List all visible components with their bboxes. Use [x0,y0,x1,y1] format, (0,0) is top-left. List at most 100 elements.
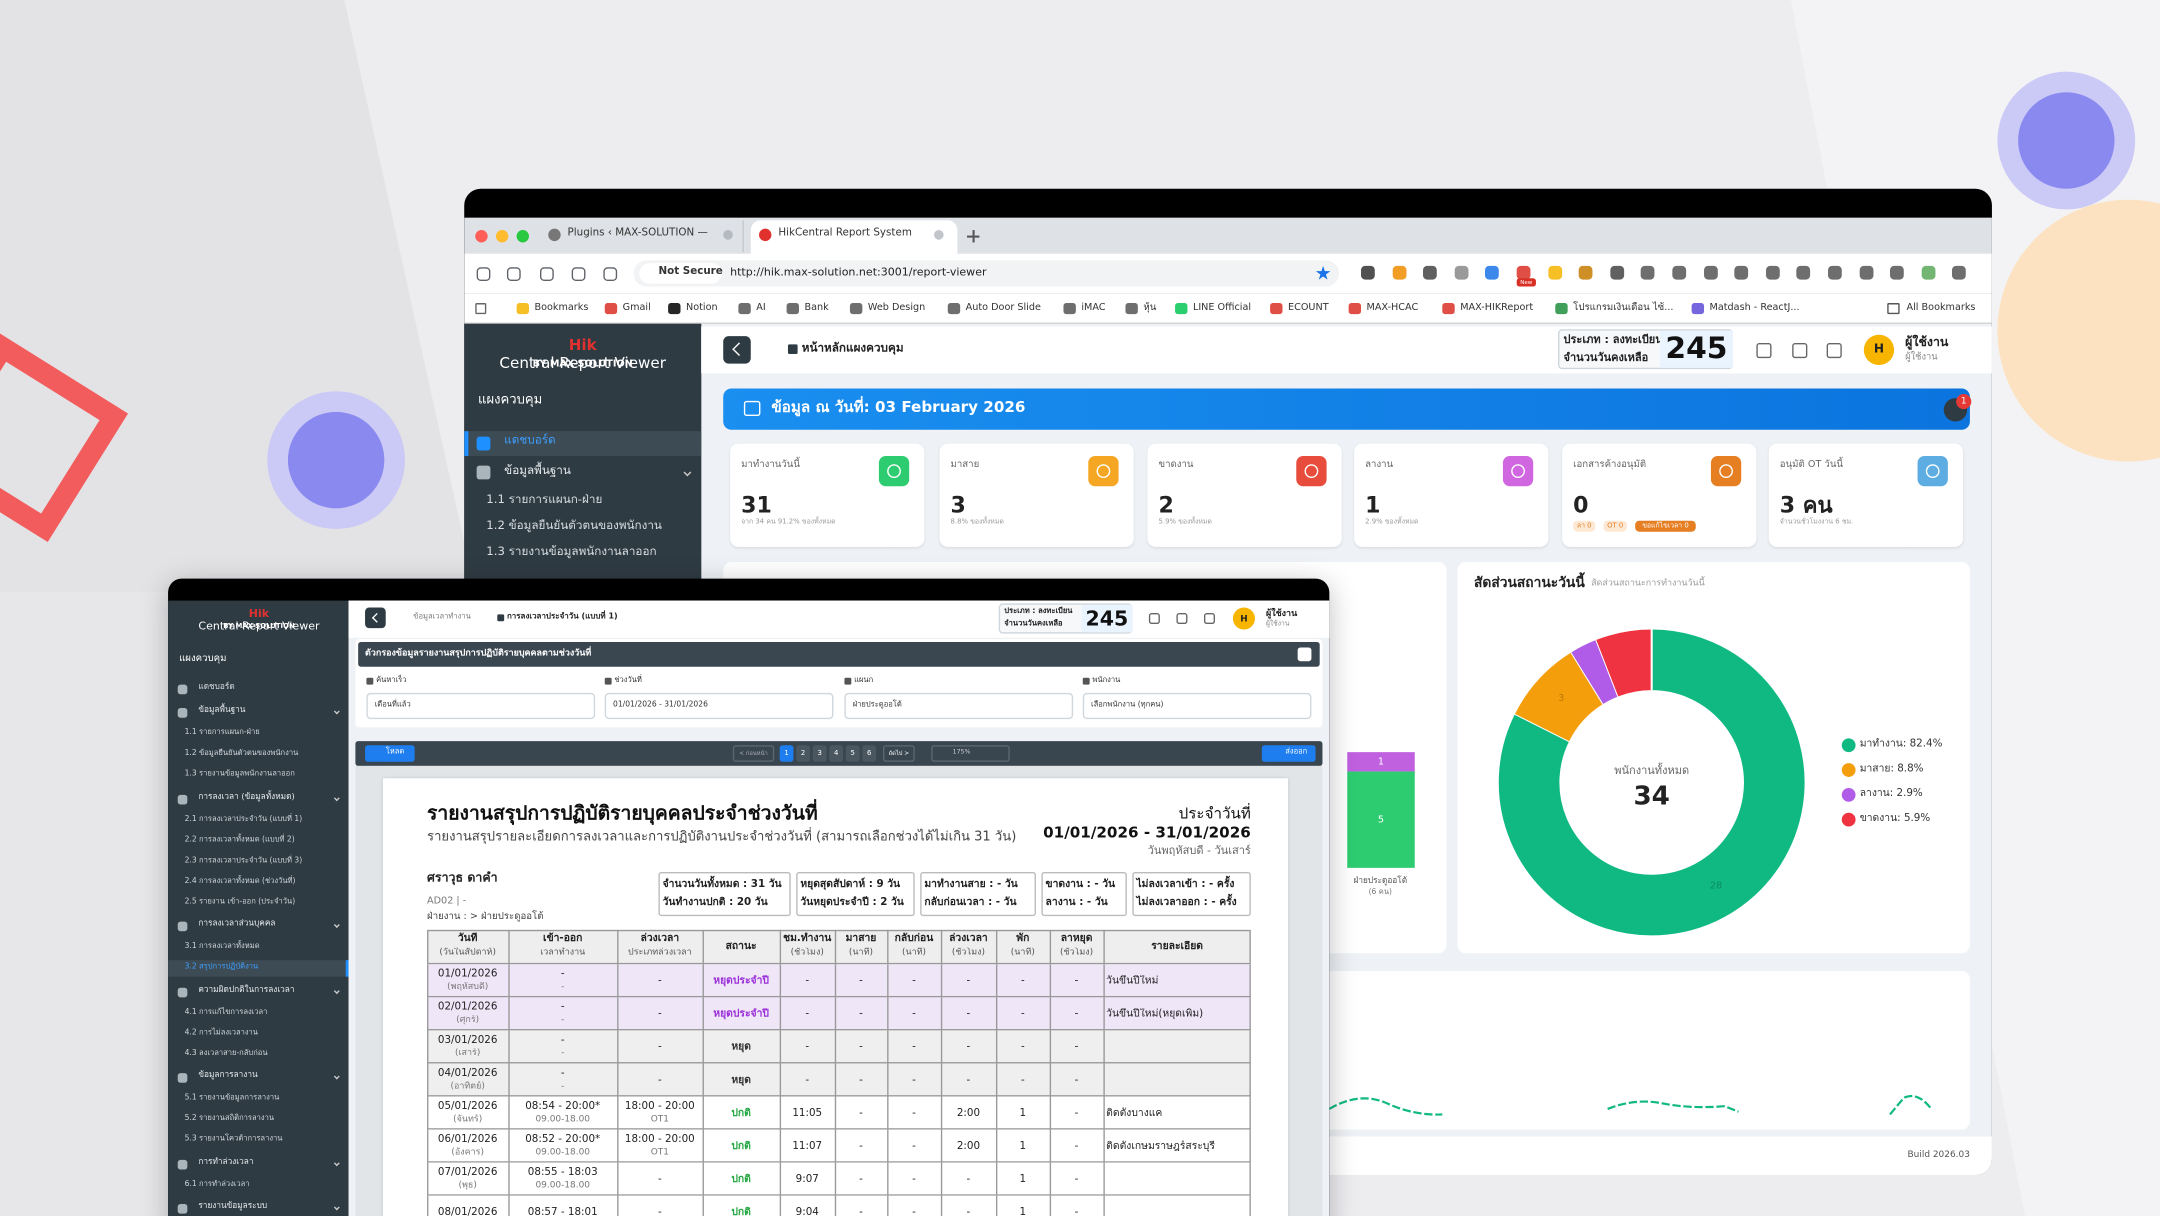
bookmark[interactable]: โปรแกรมเงินเดือน ไซ้... [1573,301,1674,313]
page-tab[interactable]: หน้าหลักแผงควบคุม [801,341,904,356]
sidebar-item[interactable]: 2.5 รายงาน เข้า-ออก (ประจำวัน) [184,897,296,906]
sidebar-item[interactable]: 6.1 การทำล่วงเวลา [184,1179,250,1189]
extension-icon[interactable] [1734,265,1749,280]
sidebar-item[interactable]: 1.1 รายการแผนก-ฝ่าย [486,493,603,507]
avatar[interactable]: H [1863,334,1895,366]
sidebar-item[interactable]: 3.2 สรุปการปฏิบัติงาน [184,962,259,972]
sidebar-item[interactable]: 1.2 ข้อมูลยืนยันตัวตนของพนักงาน [486,519,662,534]
extension-icon[interactable] [1361,265,1375,280]
sidebar-item[interactable]: แดชบอร์ด [504,433,556,448]
sidebar-item[interactable]: 5.2 รายงานสถิติการลางาน [184,1114,275,1123]
zoom-label[interactable]: 175% [952,749,971,757]
sidebar-item[interactable]: 2.4 การลงเวลาทั้งหมด (ช่วงวันที่) [184,876,296,886]
extension-icon[interactable] [1547,265,1562,280]
extension-icon[interactable] [1641,265,1655,280]
sidebar-item[interactable]: 2.1 การลงเวลาประจำวัน (แบบที่ 1) [184,814,303,824]
sidebar-item[interactable]: 5.3 รายงานโควต้าการลางาน [184,1135,283,1144]
back-button[interactable] [723,336,751,364]
bookmark[interactable]: Notion [686,301,718,313]
avatar[interactable]: H [1232,607,1255,630]
sidebar-group[interactable]: รายงานข้อมูลระบบ [198,1201,268,1211]
sidebar-item[interactable]: 1.3 รายงานข้อมูลพนักงานลาออก [486,545,657,560]
bookmark[interactable]: iMAC [1081,301,1106,313]
extension-icon[interactable] [1921,265,1936,280]
bookmark[interactable]: All Bookmarks [1906,301,1976,313]
filter-input[interactable] [366,692,596,720]
bookmark[interactable]: LINE Official [1192,301,1252,313]
filter-input[interactable] [1082,692,1312,720]
sidebar-group[interactable]: การลงเวลาส่วนบุคคล [198,918,276,929]
back-button[interactable] [365,607,386,629]
bookmark[interactable]: MAX-HCAC [1366,301,1419,313]
sidebar-item[interactable]: 1.1 รายการแผนก-ฝ่าย [184,728,260,737]
header-icon[interactable] [1826,343,1842,359]
bookmark[interactable]: AI [756,301,766,313]
tab-close[interactable] [933,230,944,240]
page-button[interactable]: 2 [796,745,810,762]
bookmark[interactable]: Gmail [622,301,651,313]
address-bar[interactable] [633,260,1339,287]
bookmark[interactable]: Bank [804,301,829,313]
tab-close[interactable] [723,230,733,240]
sidebar-item[interactable]: 4.3 ลงเวลาสาย-กลับก่อน [184,1049,268,1058]
filter-input[interactable] [844,692,1074,720]
next-button[interactable]: ถัดไป > [883,745,915,762]
extension-icon[interactable] [1703,265,1718,280]
extension-icon[interactable] [1423,265,1438,280]
extension-icon[interactable] [1765,265,1780,280]
sidebar-item[interactable]: 4.2 การไม่ลงเวลางาน [184,1028,258,1037]
extension-icon[interactable] [1796,265,1811,280]
sidebar-item[interactable]: 2.3 การลงเวลาประจำวัน (แบบที่ 3) [184,856,303,865]
prev-button[interactable]: < ก่อนหน้า [732,745,775,762]
filter-input[interactable] [604,692,834,720]
sidebar-group[interactable]: ข้อมูลการลางาน [198,1070,258,1080]
extension-icon[interactable] [1516,265,1531,280]
page-tab[interactable]: การลงเวลาประจำวัน (แบบที่ 1) [506,613,618,622]
sidebar-item[interactable]: แดชบอร์ด [198,681,235,692]
bookmark[interactable]: Bookmarks [534,301,589,313]
nav-button[interactable] [506,267,521,282]
sidebar-group[interactable]: การลงเวลา (ข้อมูลทั้งหมด) [198,791,295,802]
extension-icon[interactable] [1859,265,1873,280]
header-icon[interactable] [1176,613,1188,625]
header-icon[interactable] [1148,613,1160,625]
page-button[interactable]: 1 [779,745,794,762]
header-icon[interactable] [1756,343,1772,359]
extension-icon[interactable] [1578,265,1593,280]
bookmark[interactable]: Web Design [867,301,926,313]
sidebar-group[interactable]: ข้อมูลพื้นฐาน [198,705,246,715]
extension-icon[interactable] [1454,265,1469,280]
tab[interactable] [537,220,744,253]
filter-toggle[interactable] [1297,647,1312,662]
bookmark[interactable]: Auto Door Slide [965,301,1041,313]
sidebar-group[interactable]: ความผิดปกติในการลงเวลา [198,984,295,994]
bookmark[interactable]: หุ้น [1143,301,1157,313]
extension-icon[interactable] [1952,265,1967,280]
page-button[interactable]: 4 [829,745,844,762]
nav-button[interactable] [540,267,554,282]
page-button[interactable]: 6 [862,745,877,762]
sidebar-group[interactable]: ข้อมูลพื้นฐาน [504,464,571,479]
extension-icon[interactable] [1485,265,1500,280]
extension-icon[interactable] [1672,265,1687,280]
bookmark[interactable]: Matdash - ReactJ... [1709,301,1800,313]
extension-icon[interactable] [1392,265,1406,280]
extension-icon[interactable] [1890,265,1905,280]
new-tab[interactable] [967,230,980,243]
sidebar-item[interactable]: 1.3 รายงานข้อมูลพนักงานลาออก [184,770,295,779]
tab[interactable] [750,220,958,254]
bookmark[interactable]: MAX-HIKReport [1460,301,1534,313]
sidebar-group[interactable]: การทำล่วงเวลา [198,1156,254,1167]
sidebar-item[interactable]: 2.2 การลงเวลาทั้งหมด (แบบที่ 2) [184,835,295,844]
page-button[interactable]: 5 [845,745,860,762]
extension-icon[interactable] [1828,265,1842,280]
sidebar-item[interactable]: 3.1 การลงเวลาทั้งหมด [184,942,260,951]
nav-button[interactable] [603,267,618,282]
nav-button[interactable] [476,267,491,282]
load-button[interactable] [365,745,415,762]
nav-button[interactable] [571,267,586,282]
header-icon[interactable] [1792,343,1808,359]
header-icon[interactable] [1203,613,1215,625]
export-button[interactable] [1261,745,1316,762]
sidebar-item[interactable]: 5.1 รายงานข้อมูลการลางาน [184,1093,280,1103]
